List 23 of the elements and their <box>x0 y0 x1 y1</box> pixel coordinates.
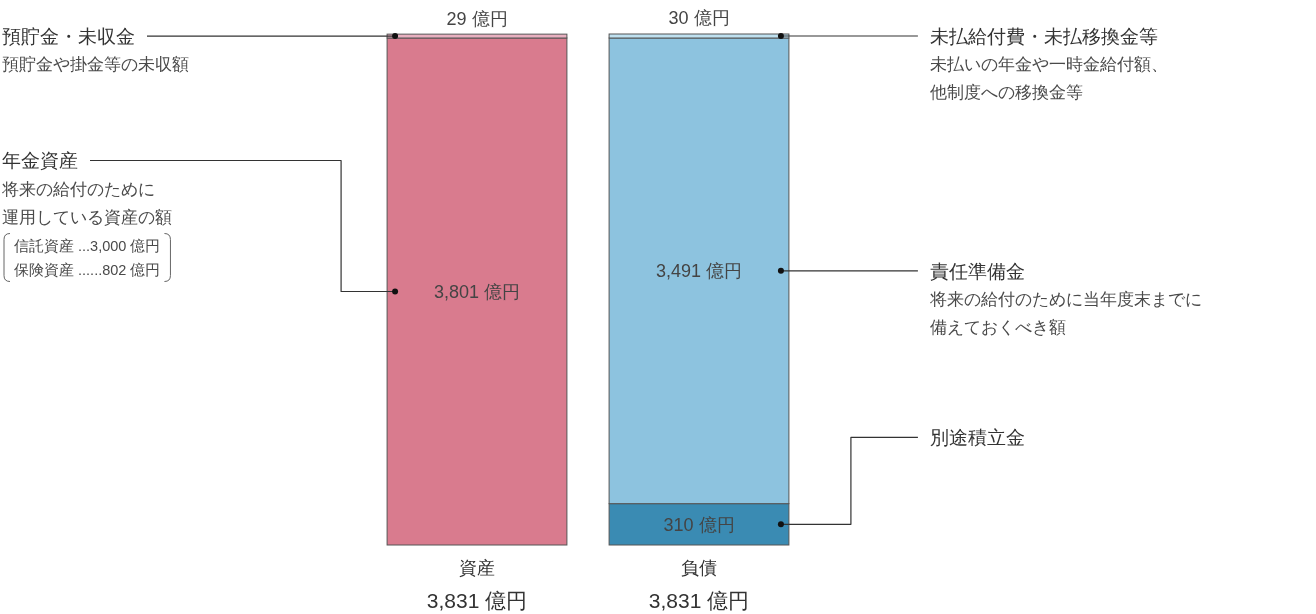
value-label: 29 億円 <box>446 8 508 29</box>
total: 3,831 億円 <box>426 588 528 612</box>
annotation: 未払いの年金や一時金給付額、 <box>929 55 1168 75</box>
annotation: 将来の給付のために <box>2 179 155 199</box>
category-label: 資産 <box>459 558 495 579</box>
annotation: 信託資産 ...3,000 億円 <box>14 237 161 254</box>
value-label: 3,801 億円 <box>434 282 520 302</box>
series-name: 別途積立金 <box>929 427 1025 449</box>
annotation: 将来の給付のために当年度末までに <box>929 289 1202 309</box>
series-name: 預貯金・未収金 <box>2 25 135 47</box>
annotation: 預貯金や掛金等の未収額 <box>2 55 189 75</box>
annotation: 備えておくべき額 <box>929 317 1066 337</box>
series-name: 責任準備金 <box>929 260 1025 282</box>
annotation: 他制度への移換金等 <box>929 83 1083 103</box>
category-label: 負債 <box>681 558 717 579</box>
value-label: 30 億円 <box>668 8 730 29</box>
series-name: 未払給付費・未払移換金等 <box>929 25 1158 47</box>
series-name: 年金資産 <box>2 150 78 172</box>
annotation: 運用している資産の額 <box>2 207 172 227</box>
total: 3,831 億円 <box>648 588 750 612</box>
value-label: 3,491 億円 <box>656 261 742 282</box>
annotation: 保険資産 ......802 億円 <box>14 261 161 278</box>
value-label: 310 億円 <box>663 514 735 535</box>
